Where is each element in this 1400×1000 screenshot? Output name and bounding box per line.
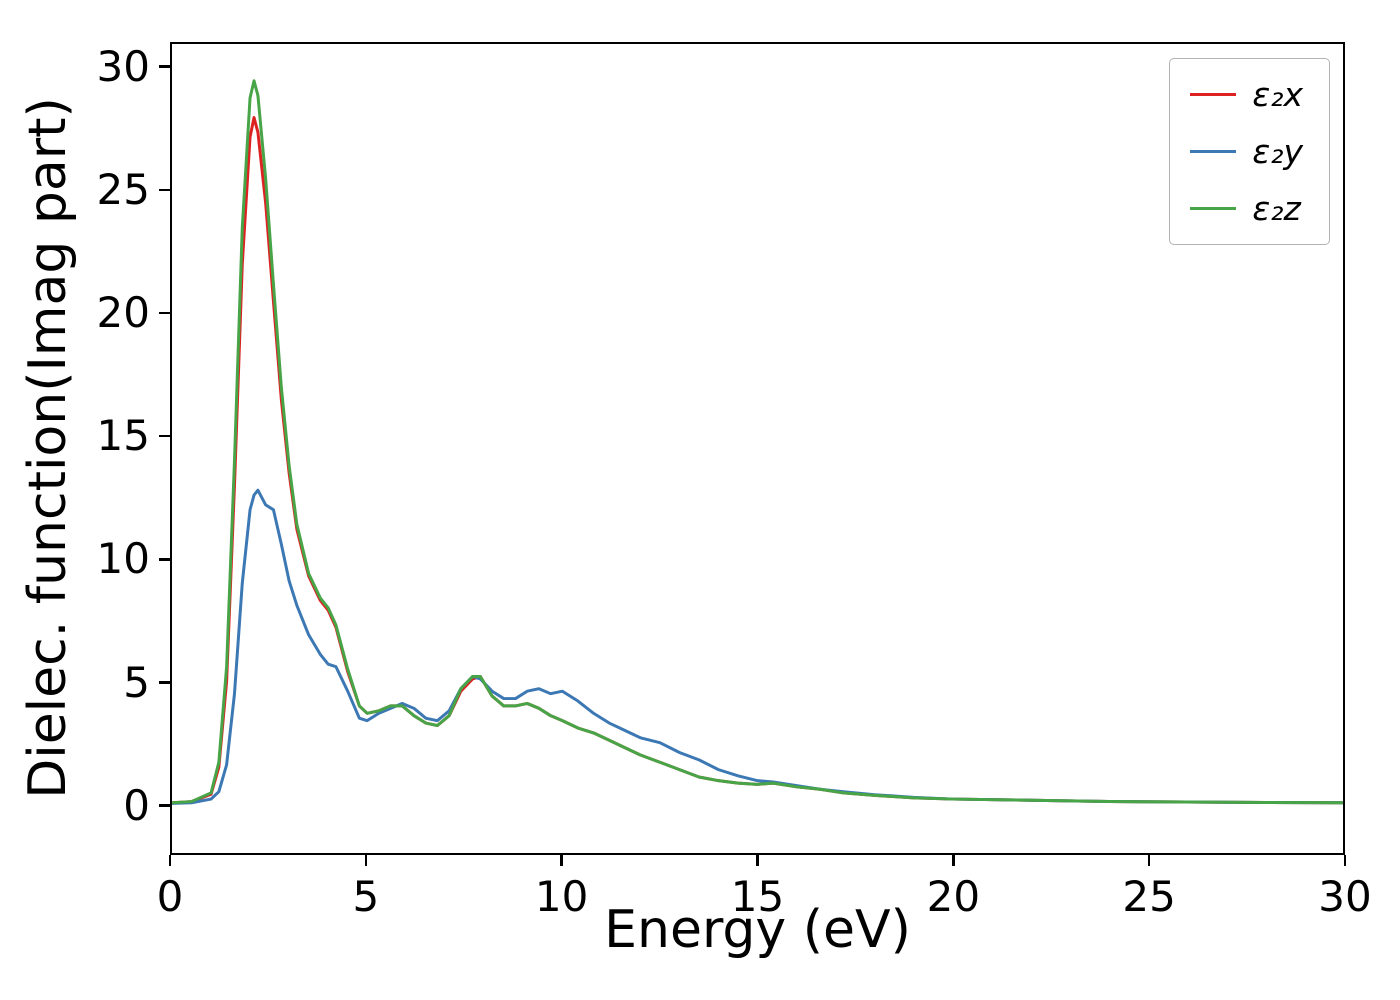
legend: ε₂x ε₂y ε₂z — [1169, 58, 1330, 245]
x-tick-label: 0 — [156, 872, 184, 921]
x-tick-label: 5 — [352, 872, 380, 921]
x-tick — [560, 855, 563, 866]
x-tick-label: 10 — [534, 872, 589, 921]
x-axis-label: Energy (eV) — [604, 900, 911, 960]
y-tick-label: 25 — [96, 164, 150, 214]
y-tick-label: 30 — [96, 41, 150, 91]
y-tick — [159, 188, 170, 192]
plot-canvas — [172, 79, 1343, 805]
x-tick — [364, 855, 368, 866]
x-tick — [168, 855, 172, 866]
y-tick-label: 10 — [96, 534, 150, 584]
y-tick — [159, 681, 170, 684]
x-tick-label: 15 — [730, 872, 785, 921]
x-tick — [1343, 855, 1347, 866]
legend-line-e2z-icon — [1190, 206, 1237, 211]
x-tick — [756, 855, 759, 866]
legend-entry-e2z: ε₂z — [1190, 189, 1303, 228]
y-tick — [159, 311, 170, 315]
y-tick — [159, 434, 170, 438]
legend-label-e2y: ε₂y — [1252, 132, 1303, 171]
x-tick-label: 25 — [1122, 872, 1176, 921]
series-line-e2x — [172, 116, 1343, 805]
x-tick — [952, 855, 955, 866]
plot-area: ε₂x ε₂y ε₂z — [170, 42, 1345, 855]
x-axis-label-wrap: Energy (eV) — [170, 900, 1345, 960]
y-tick — [159, 558, 170, 561]
y-tick-label: 0 — [123, 780, 150, 830]
series-line-e2y — [172, 488, 1343, 805]
y-tick — [159, 65, 170, 68]
legend-entry-e2y: ε₂y — [1190, 132, 1303, 171]
series-line-e2z — [172, 79, 1343, 805]
x-tick-label: 20 — [926, 872, 981, 921]
y-tick-label: 15 — [96, 411, 150, 461]
legend-line-e2x-icon — [1190, 92, 1237, 97]
y-tick-label: 20 — [96, 288, 150, 337]
legend-label-e2z: ε₂z — [1252, 189, 1301, 228]
y-tick — [159, 804, 170, 807]
legend-label-e2x: ε₂x — [1252, 75, 1303, 114]
legend-line-e2y-icon — [1190, 149, 1237, 154]
x-tick — [1147, 855, 1151, 866]
legend-entry-e2x: ε₂x — [1190, 75, 1303, 114]
x-tick-label: 30 — [1318, 872, 1372, 921]
y-tick-label: 5 — [123, 657, 150, 707]
